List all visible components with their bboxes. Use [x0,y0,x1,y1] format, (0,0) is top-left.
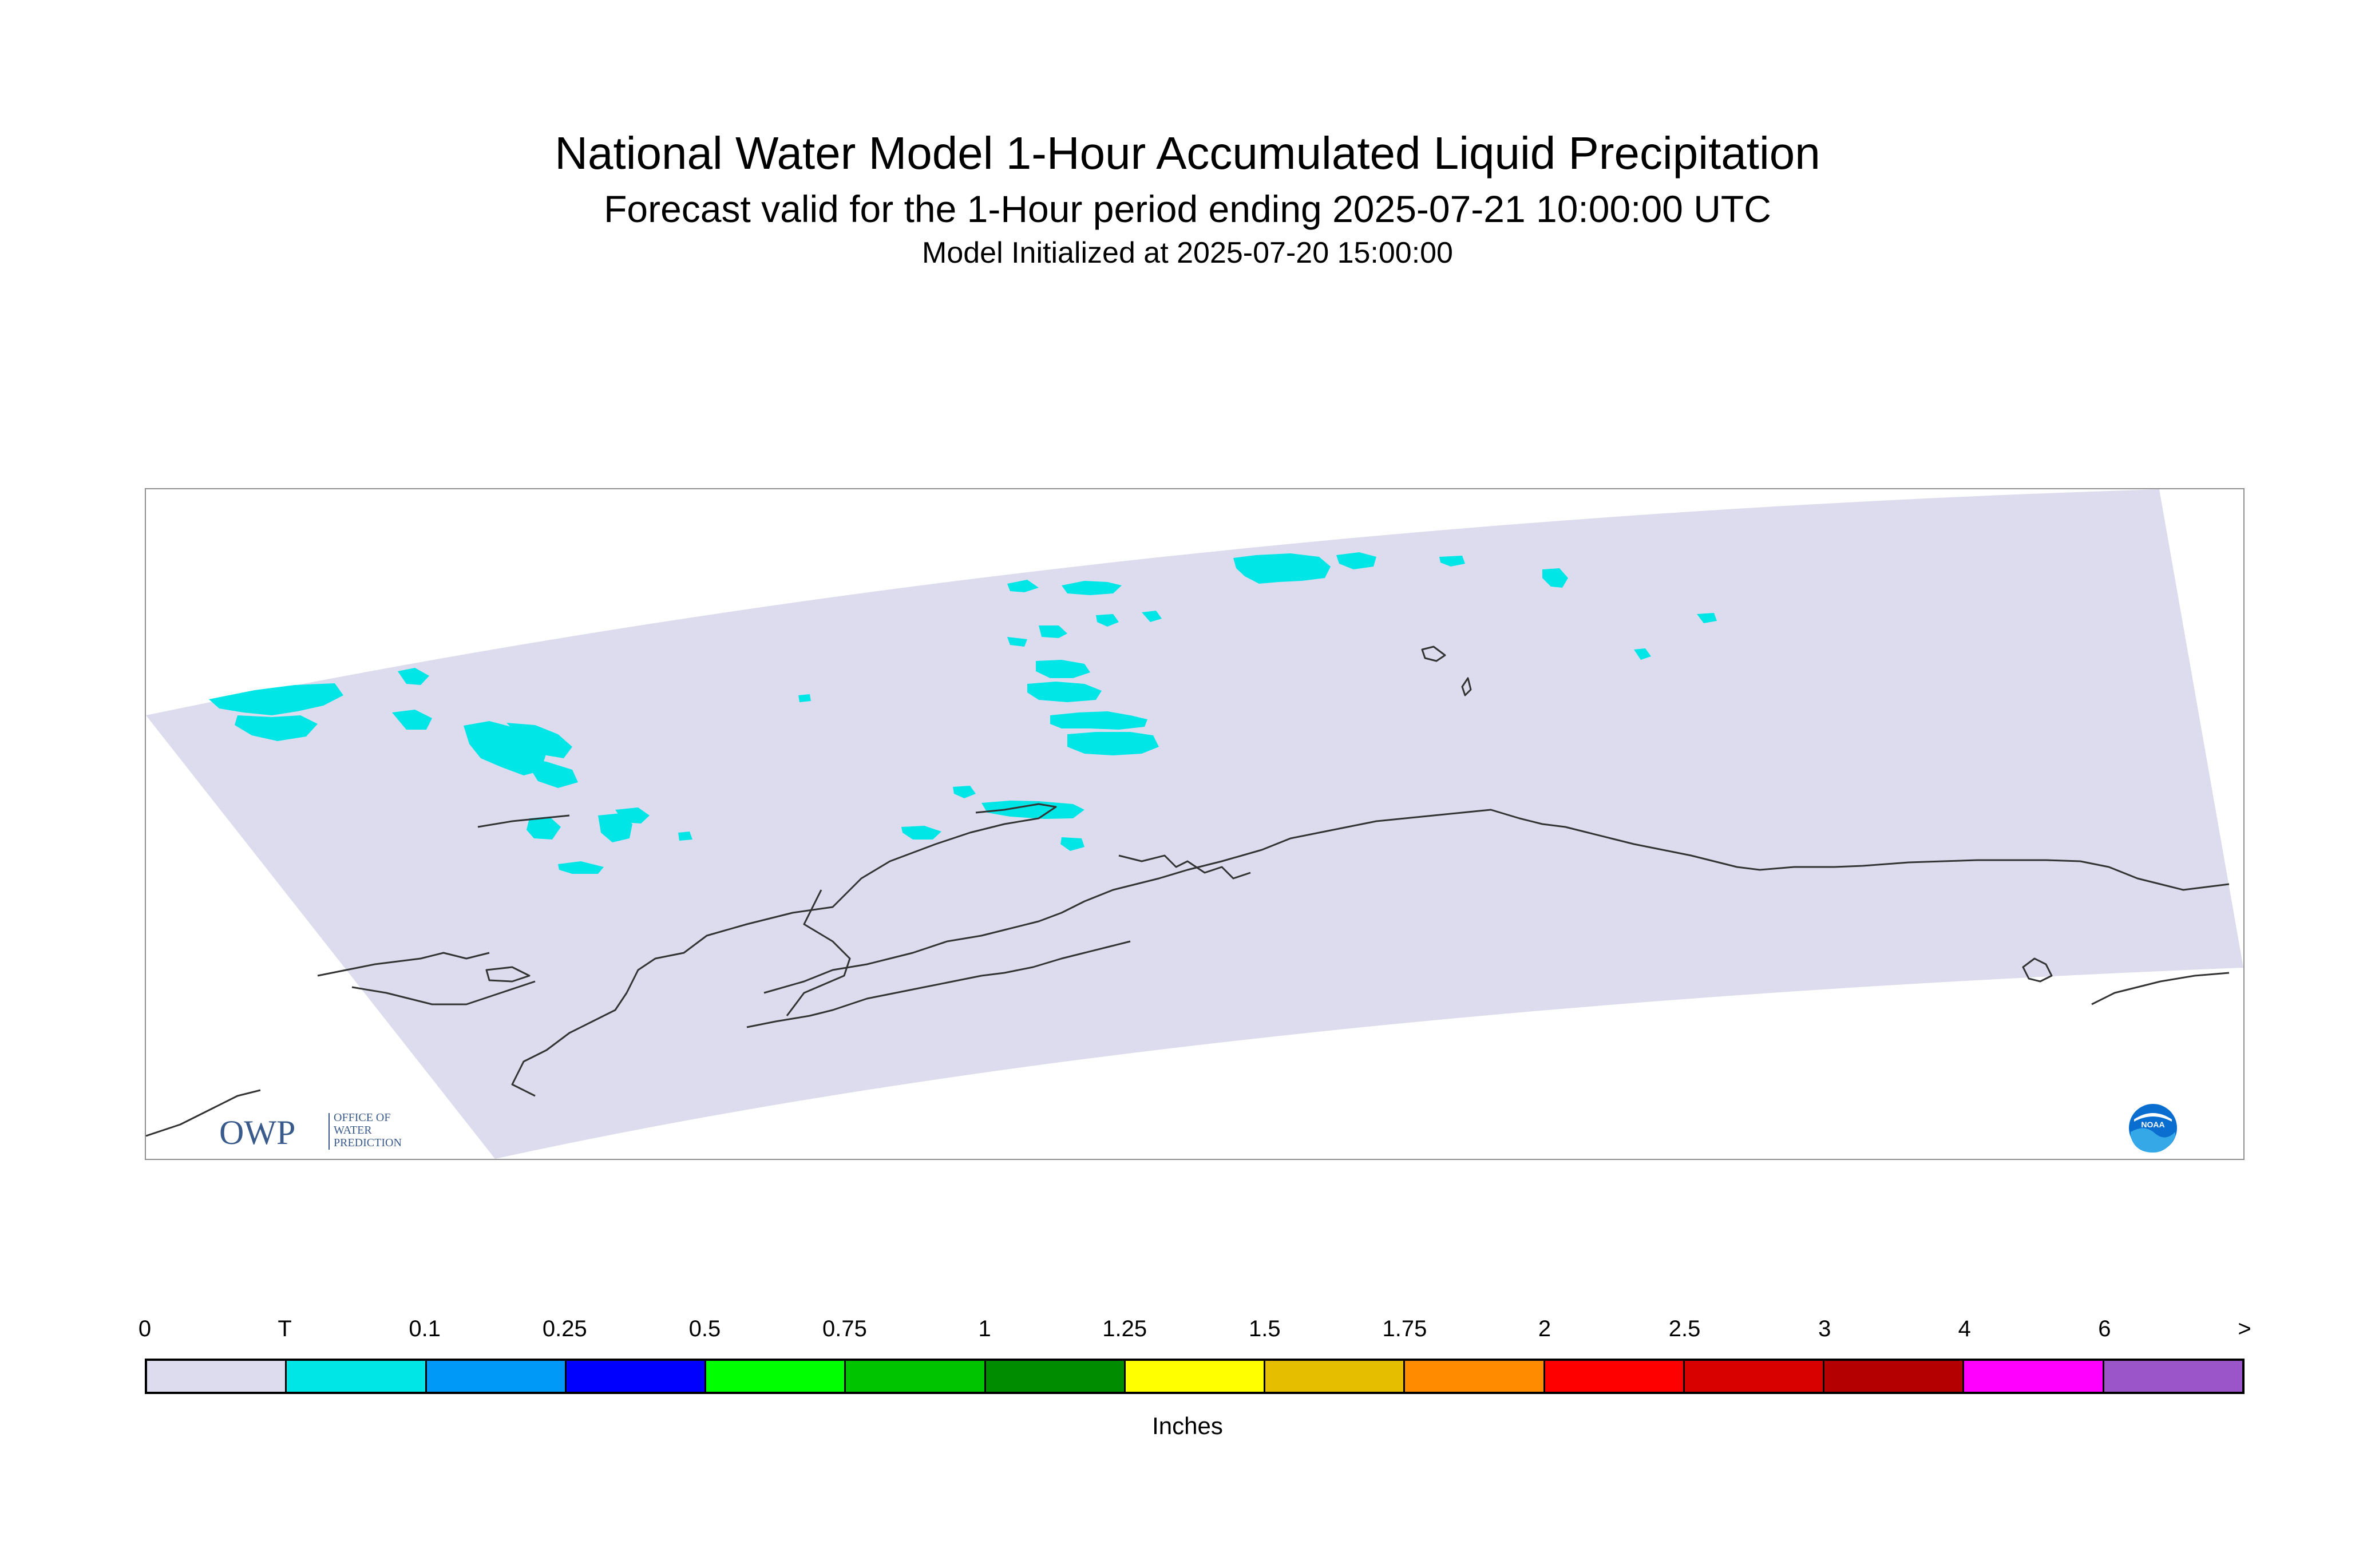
legend-swatch [426,1361,567,1392]
owp-line-3: PREDICTION [334,1137,402,1149]
precip-area [1027,682,1102,702]
legend-swatch [1684,1361,1825,1392]
precip-area [392,710,432,730]
precip-area [1096,614,1119,627]
legend-tick: 6 [2098,1316,2111,1341]
precip-area [798,694,811,702]
legend-swatch [1265,1361,1406,1392]
precip-area [1036,660,1090,678]
legend-tick: > [2238,1316,2251,1341]
alaska-coastline [511,803,1057,1097]
legend-swatch [147,1361,287,1392]
legend-tick: 2 [1538,1316,1551,1341]
bristol-coastline [786,889,851,1016]
owp-line-2: WATER [334,1124,372,1137]
precip-area [1542,568,1568,588]
precip-area [1336,552,1376,569]
southeast-coastline [1118,854,1251,880]
legend-tick: 0.25 [542,1316,587,1341]
chukotka-coastline [146,1089,261,1137]
precip-area [981,801,1084,819]
owp-line-1: OFFICE OF [334,1111,390,1124]
legend-tick: 1.25 [1102,1316,1147,1341]
model-domain [146,489,2243,1159]
precip-area [1039,625,1067,638]
coastlines [146,646,2230,1137]
island-outline [485,966,531,983]
legend-swatch [985,1361,1126,1392]
precip-area [1050,711,1147,730]
precip-area [1142,611,1162,622]
noaa-logo: NOAA [2127,1102,2179,1154]
precip-area [1233,553,1331,584]
legend-swatch [1545,1361,1685,1392]
legend-swatch [1964,1361,2104,1392]
precip-area [524,758,578,788]
legend-swatch [2104,1361,2242,1392]
legend-swatch [1405,1361,1545,1392]
precip-area [506,723,572,758]
legend-tick: 0.75 [822,1316,867,1341]
glacier-coastline [2022,957,2053,983]
precip-area [1007,637,1027,647]
legend-swatch [706,1361,846,1392]
legend-swatch [1824,1361,1965,1392]
norton-coastline [317,952,490,977]
precip-area [1439,556,1465,567]
precip-area [1060,837,1084,851]
legend-tick: 0.5 [688,1316,721,1341]
precip-area [1634,648,1651,660]
precip-area [527,817,561,840]
legend-tick: 2.5 [1668,1316,1701,1341]
lake-outline [1461,677,1472,696]
yukon-coastline [2091,972,2230,1005]
legend-swatch [287,1361,427,1392]
owp-mark: OWP OFFICE OF WATER PREDICTION [219,1111,402,1151]
legend-unit-label: Inches [1152,1412,1223,1439]
legend-tick: 1.5 [1248,1316,1281,1341]
precip-area [558,861,604,874]
precip-area [615,807,650,823]
noaa-mark-text: NOAA [2141,1120,2164,1129]
precip-area [235,715,318,741]
legend-tick: 0 [138,1316,152,1341]
peninsula-coastline [763,809,2230,994]
noaa-emblem: NOAA [2129,1104,2177,1153]
western-coastline [351,980,536,1005]
kotzebue-coastline [477,814,570,828]
map-canvas [146,489,2243,1159]
precip-area [678,831,692,841]
legend-ticks: 0 T 0.1 0.25 0.5 0.75 1 1.25 1.5 1.75 2 2.5 3 4 6 > [138,1316,2251,1351]
owp-logo: OWP OFFICE OF WATER PREDICTION [219,1108,437,1153]
legend-tick: 4 [1958,1316,1971,1341]
legend-tick: 1.75 [1382,1316,1427,1341]
aleutian-coastline [746,940,1131,1028]
precip-area [901,826,941,840]
legend-colorbar [145,1359,2245,1394]
legend-tick: 1 [978,1316,991,1341]
precip-area [1697,613,1717,623]
precip-area [1062,581,1122,595]
legend-tick: 3 [1818,1316,1831,1341]
precip-area [953,786,976,798]
legend-swatch [566,1361,707,1392]
precip-area [209,683,343,715]
precipitation-map: OWP OFFICE OF WATER PREDICTION NOAA [145,488,2245,1160]
precip-area [1007,580,1039,592]
precip-area [398,668,429,685]
owp-mark-text: OWP [219,1114,295,1151]
legend-swatch [1125,1361,1266,1392]
legend-tick: T [278,1316,292,1341]
legend-swatch [846,1361,986,1392]
forecast-valid-subtitle: Forecast valid for the 1-Hour period end… [604,188,1771,230]
legend-tick: 0.1 [409,1316,441,1341]
map-title: National Water Model 1-Hour Accumulated … [555,128,1820,179]
precip-area [1067,732,1159,755]
lake-outline [1421,646,1446,662]
model-init-line: Model Initialized at 2025-07-20 15:00:00 [922,236,1453,270]
precip-areas [209,552,1717,874]
